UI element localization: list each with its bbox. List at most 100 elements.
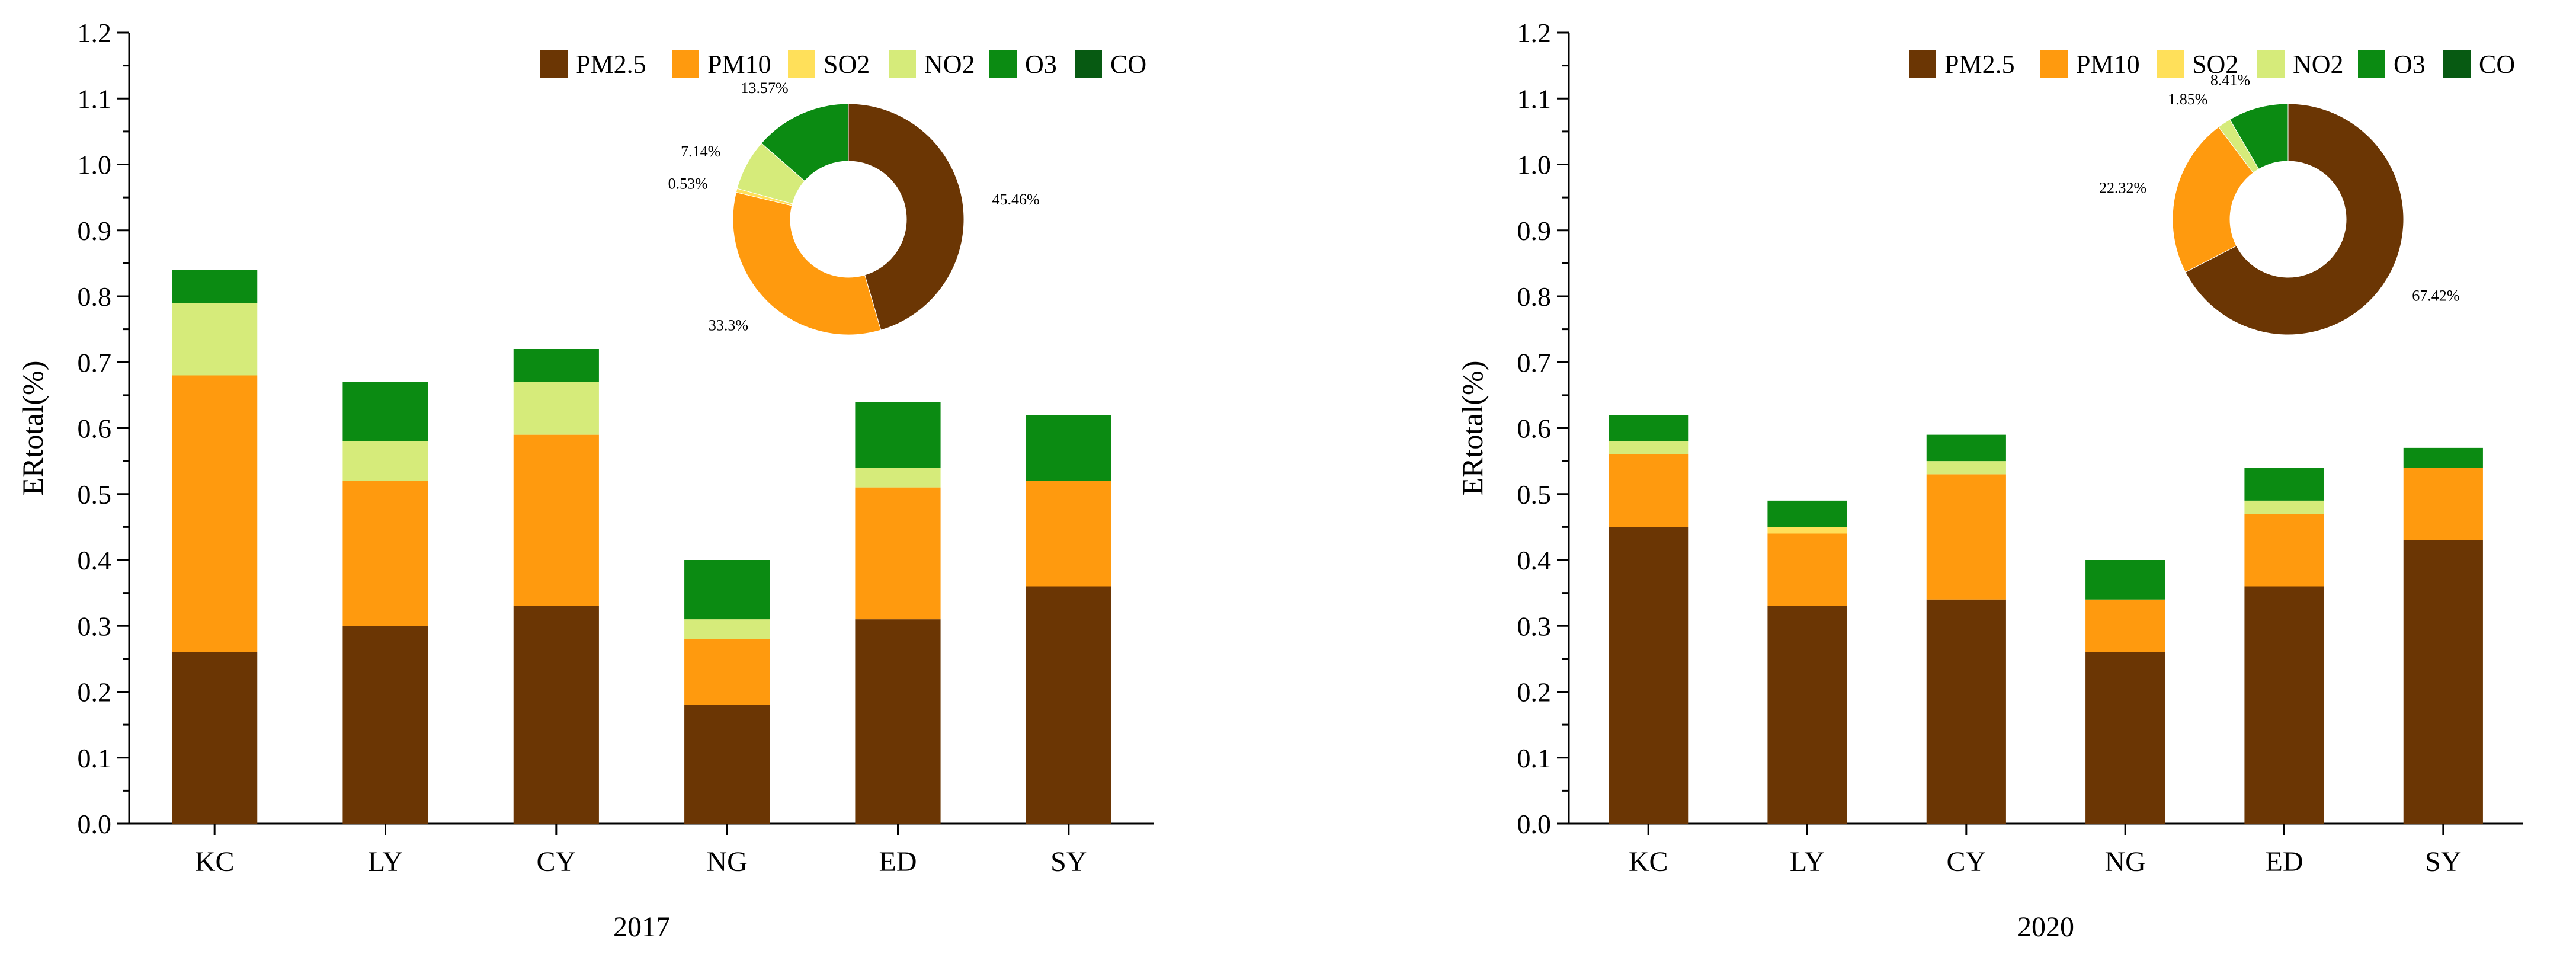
x-tick-label: NG [707, 846, 748, 878]
bar-o3-cy [513, 349, 599, 382]
bar-pm10-ng [2085, 599, 2165, 652]
bar-pm10-ed [855, 487, 941, 620]
bar-pm25-sy [2403, 540, 2483, 824]
y-tick-label: 0.9 [78, 216, 112, 246]
bar-o3-ly [1767, 500, 1847, 527]
chart-panel-2020: 0.0 0.1 0.2 0.3 0.4 0.5 0.6 0.7 0.8 0.9 1.0 1.1 1.2 E… [1456, 18, 2523, 943]
bar-pm25-kc [172, 652, 258, 824]
donut-label: 33.3% [709, 316, 748, 334]
x-tick-label: CY [536, 846, 576, 878]
chart-panel-2017: 0.0 0.1 0.2 0.3 0.4 0.5 0.6 0.7 0.8 0.9 1.0 1.1 1.2 E… [16, 18, 1154, 943]
donut-label: 1.85% [2168, 91, 2207, 108]
x-axis-label: 2017 [613, 911, 670, 943]
legend-swatch-pm10 [2040, 50, 2068, 78]
y-tick-label: 0.7 [78, 347, 112, 377]
bar-pm25-ed [2244, 586, 2324, 824]
y-tick-label: 0.8 [1517, 281, 1552, 312]
x-tick-label: ED [2266, 846, 2303, 878]
legend-swatch-no2 [889, 50, 916, 78]
y-tick-label: 1.2 [78, 18, 112, 48]
legend-label: PM10 [707, 50, 771, 79]
bar-no2-ly [342, 441, 428, 481]
bar-o3-cy [1926, 434, 2006, 462]
bar-pm25-kc [1609, 527, 1689, 824]
bar-pm25-sy [1026, 586, 1111, 824]
y-tick-label: 0.2 [78, 677, 112, 708]
bar-o3-sy [1026, 415, 1111, 481]
bar-pm10-kc [1609, 454, 1689, 527]
legend-swatch-no2 [2257, 50, 2285, 78]
y-tick-label: 1.2 [1517, 18, 1552, 48]
bar-no2-cy [1926, 461, 2006, 475]
donut-slice-pm10 [732, 191, 882, 335]
bar-o3-kc [172, 270, 258, 303]
y-tick-label: 0.3 [78, 611, 112, 641]
bar-pm10-ed [2244, 514, 2324, 587]
legend-label: PM2.5 [576, 50, 646, 79]
bar-pm10-sy [2403, 468, 2483, 540]
bar-pm10-ly [1767, 533, 1847, 606]
donut-slice-pm25 [848, 103, 965, 331]
bar-pm10-ly [342, 481, 428, 626]
x-tick-label: NG [2105, 846, 2146, 878]
legend-swatch-so2 [788, 50, 815, 78]
bar-pm10-sy [1026, 481, 1111, 587]
bar-no2-ed [2244, 500, 2324, 514]
y-tick-label: 0.1 [78, 743, 112, 773]
legend-label: PM10 [2076, 50, 2140, 79]
bar-pm25-ly [342, 626, 428, 824]
donut-label: 13.57% [741, 79, 789, 97]
bar-pm25-ng [2085, 652, 2165, 824]
y-axis-label: ERtotal(%) [1456, 361, 1489, 496]
y-tick-label: 0.4 [1517, 545, 1552, 575]
legend-swatch-pm25 [540, 50, 568, 78]
bar-no2-kc [1609, 441, 1689, 454]
legend-label: PM2.5 [1944, 50, 2015, 79]
legend-label: SO2 [824, 50, 870, 79]
y-tick-label: 0.5 [78, 479, 112, 510]
legend-label: NO2 [924, 50, 975, 79]
donut-label: 22.32% [2099, 179, 2146, 196]
legend: PM2.5 PM10 SO2 NO2 O3 CO [540, 50, 1146, 79]
bar-pm10-kc [172, 375, 258, 652]
y-tick-label: 1.0 [78, 150, 112, 180]
y-tick-label: 0.8 [78, 281, 112, 312]
legend-swatch-o3 [2358, 50, 2385, 78]
donut-label: 67.42% [2412, 287, 2459, 304]
x-tick-label: LY [1790, 846, 1825, 878]
bar-pm10-cy [513, 434, 599, 606]
x-tick-label: KC [1629, 846, 1668, 878]
legend-label: O3 [1025, 50, 1057, 79]
legend-label: O3 [2394, 50, 2426, 79]
y-tick-label: 0.4 [78, 545, 112, 575]
legend-label: SO2 [2192, 50, 2238, 79]
legend-swatch-pm25 [1909, 50, 1936, 78]
bar-pm25-ng [684, 705, 770, 824]
y-axis-label: ERtotal(%) [16, 361, 49, 496]
x-tick-label: SY [1050, 846, 1087, 878]
bar-pm25-ed [855, 619, 941, 824]
legend-swatch-co [2443, 50, 2471, 78]
donut-label: 8.41% [2210, 72, 2250, 89]
bar-so2-ly [1767, 527, 1847, 534]
bar-pm25-ly [1767, 606, 1847, 824]
donut-label: 45.46% [992, 191, 1040, 208]
legend-swatch-co [1075, 50, 1102, 78]
donut-slice-pm25 [2185, 103, 2404, 335]
bar-no2-ng [684, 619, 770, 639]
y-tick-label: 0.7 [1517, 347, 1552, 377]
x-tick-label: ED [879, 846, 917, 878]
bar-o3-sy [2403, 447, 2483, 468]
legend-label: CO [1110, 50, 1146, 79]
y-tick-label: 1.1 [78, 84, 112, 114]
bar-pm10-cy [1926, 474, 2006, 600]
donut-label: 7.14% [681, 143, 720, 160]
bar-o3-ly [342, 382, 428, 441]
bar-no2-kc [172, 303, 258, 376]
bar-o3-kc [1609, 415, 1689, 441]
y-tick-label: 0.5 [1517, 479, 1552, 510]
x-tick-label: SY [2425, 846, 2461, 878]
x-axis-label: 2020 [2017, 911, 2074, 943]
y-tick-label: 0.0 [78, 809, 112, 839]
